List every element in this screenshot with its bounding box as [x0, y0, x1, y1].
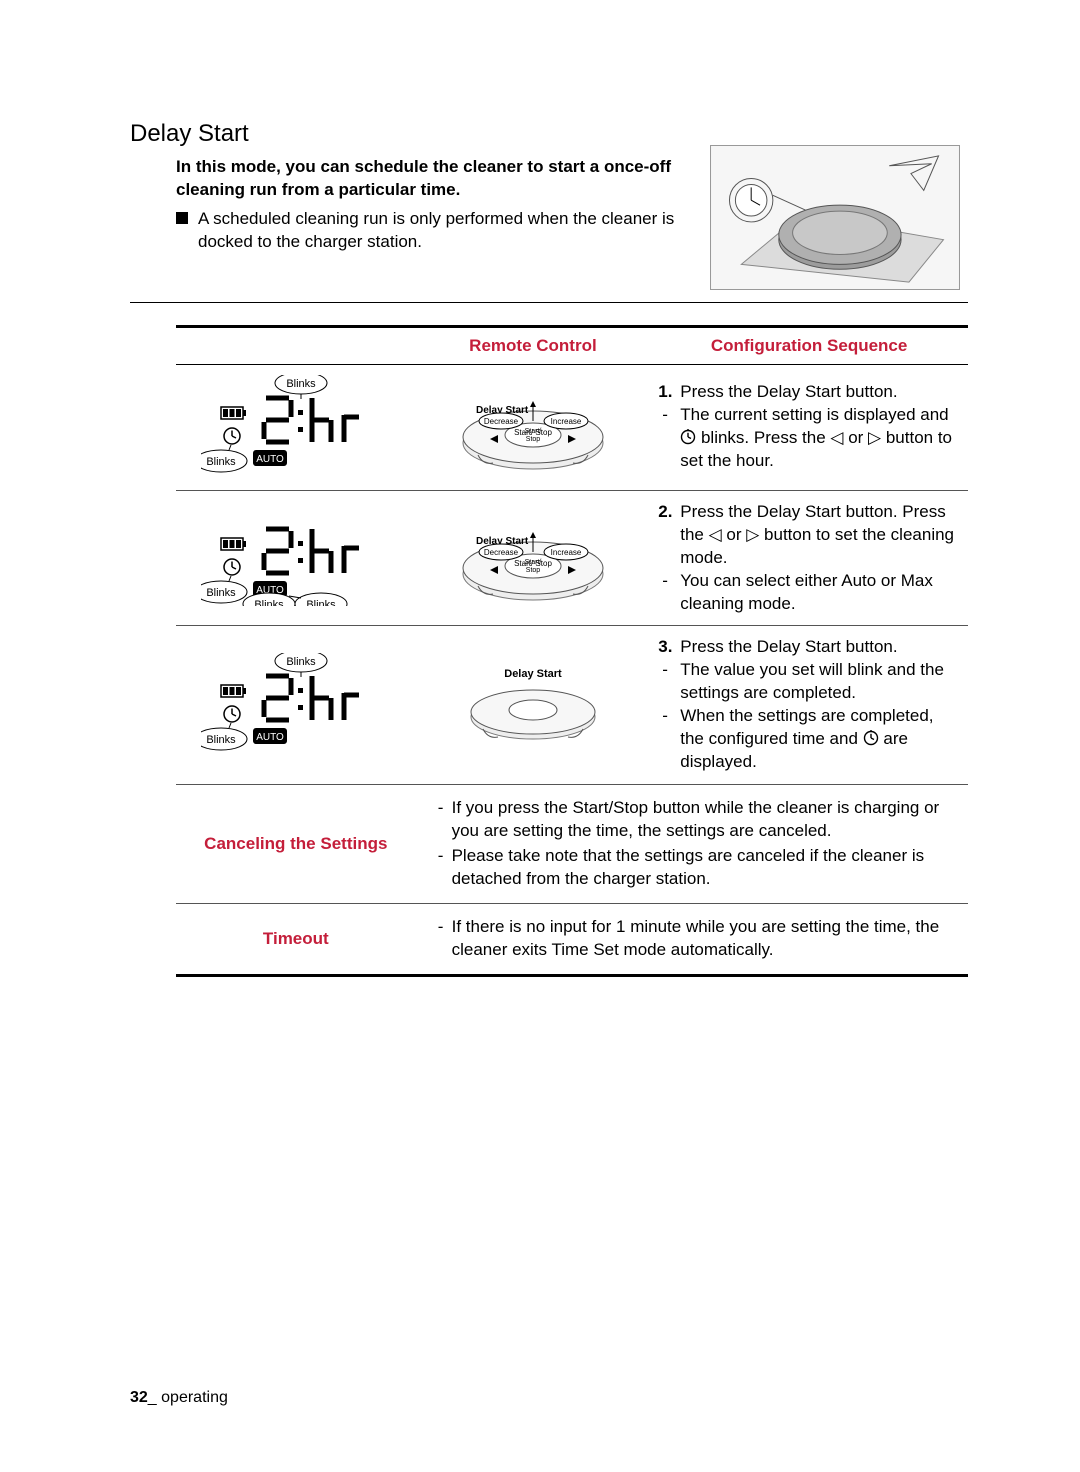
- display-cell: AUTO Blinks Blinks: [176, 364, 416, 490]
- table-header-row: Remote Control Configuration Sequence: [176, 326, 968, 364]
- section-title: Delay Start: [130, 120, 970, 148]
- table-row: AUTO Blinks Blinks Start/ Stop Delay Sta…: [176, 364, 968, 490]
- remote-cell: Start/ Stop Delay Start Decrease Increas…: [416, 364, 651, 490]
- table-row: AUTO Blinks Blinks Delay Start 3.Press t…: [176, 626, 968, 785]
- svg-text:Blinks: Blinks: [206, 587, 236, 599]
- page-footer: 32_ operating: [130, 1389, 228, 1407]
- timeout-row: Timeout -If there is no input for 1 minu…: [176, 903, 968, 975]
- config-cell: 1.Press the Delay Start button.-The curr…: [650, 364, 968, 490]
- svg-text:Blinks: Blinks: [306, 599, 336, 606]
- footer-label: operating: [157, 1389, 228, 1406]
- hero-illustration: [710, 145, 960, 290]
- svg-text:Blinks: Blinks: [286, 656, 316, 668]
- header-remote: Remote Control: [416, 326, 651, 364]
- svg-text:Delay Start: Delay Start: [504, 668, 562, 680]
- svg-text:Stop: Stop: [526, 436, 541, 443]
- table-row: AUTO Blinks Blinks Blinks Start/ Stop De…: [176, 490, 968, 626]
- config-table: Remote Control Configuration Sequence AU…: [176, 325, 968, 977]
- intro-bold-text: In this mode, you can schedule the clean…: [176, 156, 716, 202]
- svg-text:AUTO: AUTO: [256, 732, 284, 743]
- remote-cell: Delay Start: [416, 626, 651, 785]
- timeout-text: -If there is no input for 1 minute while…: [416, 903, 968, 975]
- intro-bullet-text: A scheduled cleaning run is only perform…: [198, 208, 718, 254]
- config-cell: 3.Press the Delay Start button.-The valu…: [650, 626, 968, 785]
- header-blank: [176, 326, 416, 364]
- remote-cell: Start/ Stop Delay Start Decrease Increas…: [416, 490, 651, 626]
- page-number: 32: [130, 1389, 148, 1406]
- config-cell: 2.Press the Delay Start button. Press th…: [650, 490, 968, 626]
- svg-text:Blinks: Blinks: [206, 734, 236, 746]
- square-bullet-icon: [176, 212, 188, 224]
- cancel-text: -If you press the Start/Stop button whil…: [416, 785, 968, 904]
- display-cell: AUTO Blinks Blinks: [176, 626, 416, 785]
- svg-text:Decrease: Decrease: [484, 417, 519, 426]
- display-cell: AUTO Blinks Blinks Blinks: [176, 490, 416, 626]
- svg-text:Blinks: Blinks: [254, 599, 284, 606]
- svg-text:Blinks: Blinks: [286, 378, 316, 390]
- svg-text:Increase: Increase: [551, 417, 582, 426]
- svg-text:Increase: Increase: [551, 548, 582, 557]
- svg-text:AUTO: AUTO: [256, 454, 284, 465]
- svg-text:Start/: Start/: [525, 428, 542, 435]
- timeout-label: Timeout: [176, 903, 416, 975]
- svg-text:Stop: Stop: [526, 567, 541, 574]
- section-divider: [130, 302, 968, 303]
- header-config: Configuration Sequence: [650, 326, 968, 364]
- svg-text:Decrease: Decrease: [484, 548, 519, 557]
- svg-text:Start/: Start/: [525, 559, 542, 566]
- cancel-row: Canceling the Settings -If you press the…: [176, 785, 968, 904]
- svg-text:Blinks: Blinks: [206, 456, 236, 468]
- footer-sep: _: [148, 1389, 157, 1406]
- cancel-label: Canceling the Settings: [176, 785, 416, 904]
